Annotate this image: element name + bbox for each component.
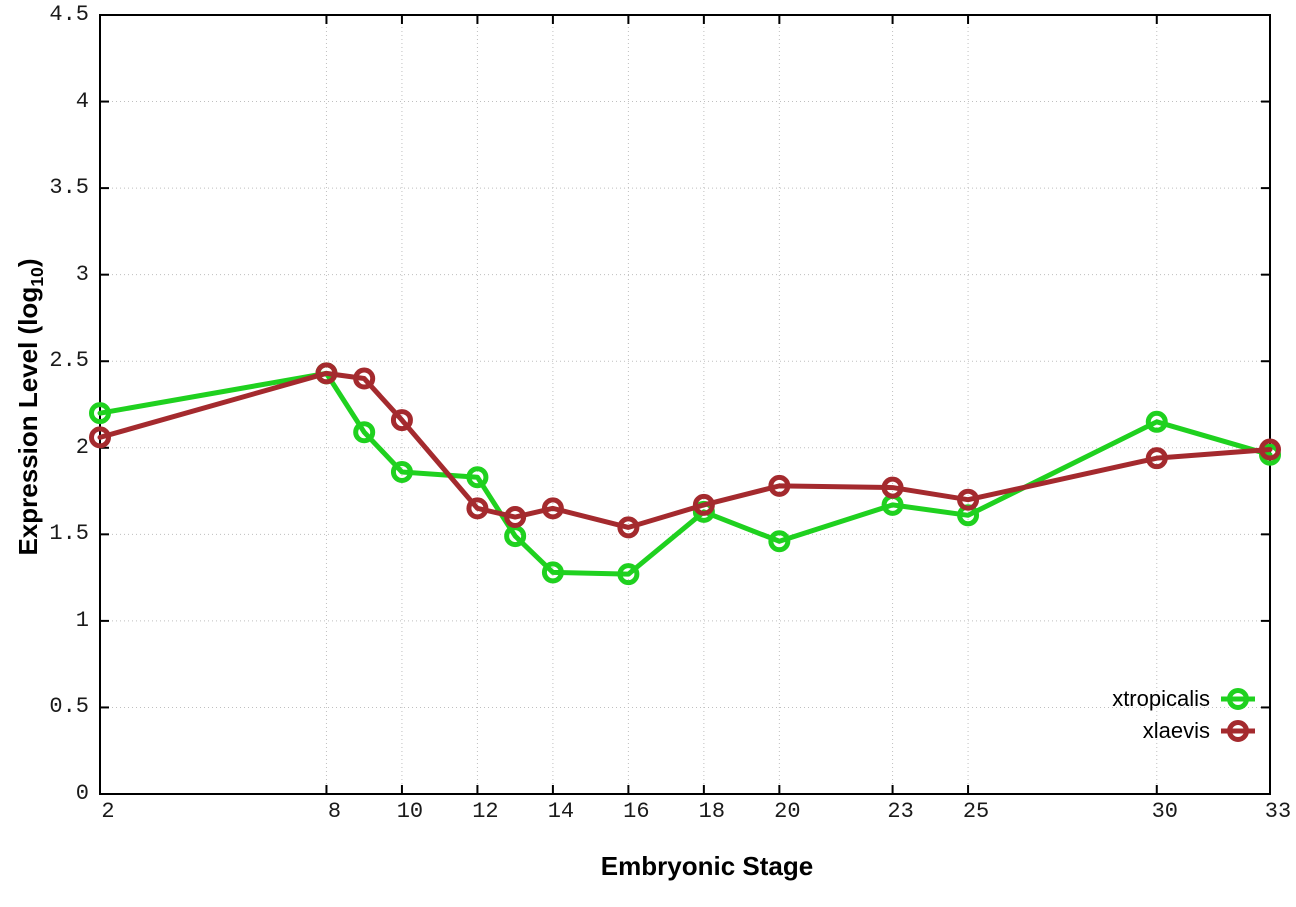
x-tick-label: 2 [101, 799, 115, 824]
y-tick-label: 3.5 [49, 175, 89, 201]
series-marker-xlaevis [768, 474, 791, 497]
legend-label: xlaevis [1142, 718, 1210, 743]
y-tick-label: 1 [75, 607, 89, 633]
series-marker-xlaevis [692, 493, 715, 516]
x-tick-label: 25 [962, 799, 990, 824]
series-marker-xlaevis [390, 409, 413, 432]
series-marker-xlaevis [504, 506, 527, 529]
series-marker-xtropicalis [390, 461, 413, 484]
y-axis-title-suffix: ) [13, 258, 43, 268]
x-tick-label: 18 [698, 799, 726, 824]
y-tick-label: 2.5 [49, 348, 89, 374]
plot-border [99, 14, 1271, 795]
x-tick-label: 33 [1264, 799, 1292, 824]
x-tick-label: 14 [547, 799, 575, 824]
legend-sample-marker [1227, 720, 1249, 742]
x-tick-label: 8 [327, 799, 342, 824]
series-marker-xlaevis [1259, 438, 1281, 461]
x-tick-label: 23 [887, 799, 914, 824]
x-tick-label: 12 [472, 799, 499, 824]
x-tick-label: 16 [623, 799, 650, 824]
series-marker-xtropicalis [541, 561, 564, 584]
legend-sample-xlaevis [1221, 720, 1255, 742]
series-marker-xlaevis [881, 476, 904, 499]
legend-sample-xtropicalis [1221, 688, 1255, 710]
series-marker-xlaevis [1145, 447, 1168, 470]
y-tick-label: 4 [75, 88, 89, 114]
series-marker-xlaevis [617, 516, 640, 539]
series-marker-xlaevis [353, 367, 376, 390]
legend-label: xtropicalis [1112, 686, 1210, 711]
y-tick-label: 2 [75, 434, 89, 460]
x-tick-label: 30 [1151, 799, 1178, 824]
series-marker-xlaevis [541, 497, 564, 520]
legend-sample-marker [1227, 688, 1249, 710]
series-marker-xlaevis [957, 488, 980, 511]
series-marker-xlaevis [89, 426, 111, 449]
series-marker-xtropicalis [466, 466, 489, 489]
x-axis-title: Embryonic Stage [600, 851, 814, 881]
y-axis-title: Expression Level (log10) [13, 207, 48, 607]
legend-item-xlaevis: xlaevis [1112, 715, 1256, 747]
y-tick-label: 1.5 [49, 521, 89, 547]
series-marker-xlaevis [315, 362, 338, 385]
legend: xtropicalis xlaevis [1112, 683, 1256, 747]
series-marker-xtropicalis [1145, 410, 1168, 433]
x-tick-label: 10 [396, 799, 424, 824]
series-marker-xlaevis [466, 497, 489, 520]
series-marker-xtropicalis [617, 563, 640, 586]
y-tick-label: 3 [75, 261, 89, 287]
y-tick-label: 4.5 [49, 2, 89, 27]
series-marker-xtropicalis [768, 530, 791, 553]
y-tick-label: 0.5 [49, 694, 89, 720]
x-tick-label: 20 [774, 799, 801, 824]
y-axis-title-text: Expression Level (log [13, 286, 43, 556]
y-axis-title-subscript: 10 [27, 267, 48, 287]
series-marker-xtropicalis [353, 421, 376, 444]
series-marker-xtropicalis [89, 402, 111, 425]
y-tick-label: 0 [75, 781, 89, 806]
legend-item-xtropicalis: xtropicalis [1112, 683, 1256, 715]
